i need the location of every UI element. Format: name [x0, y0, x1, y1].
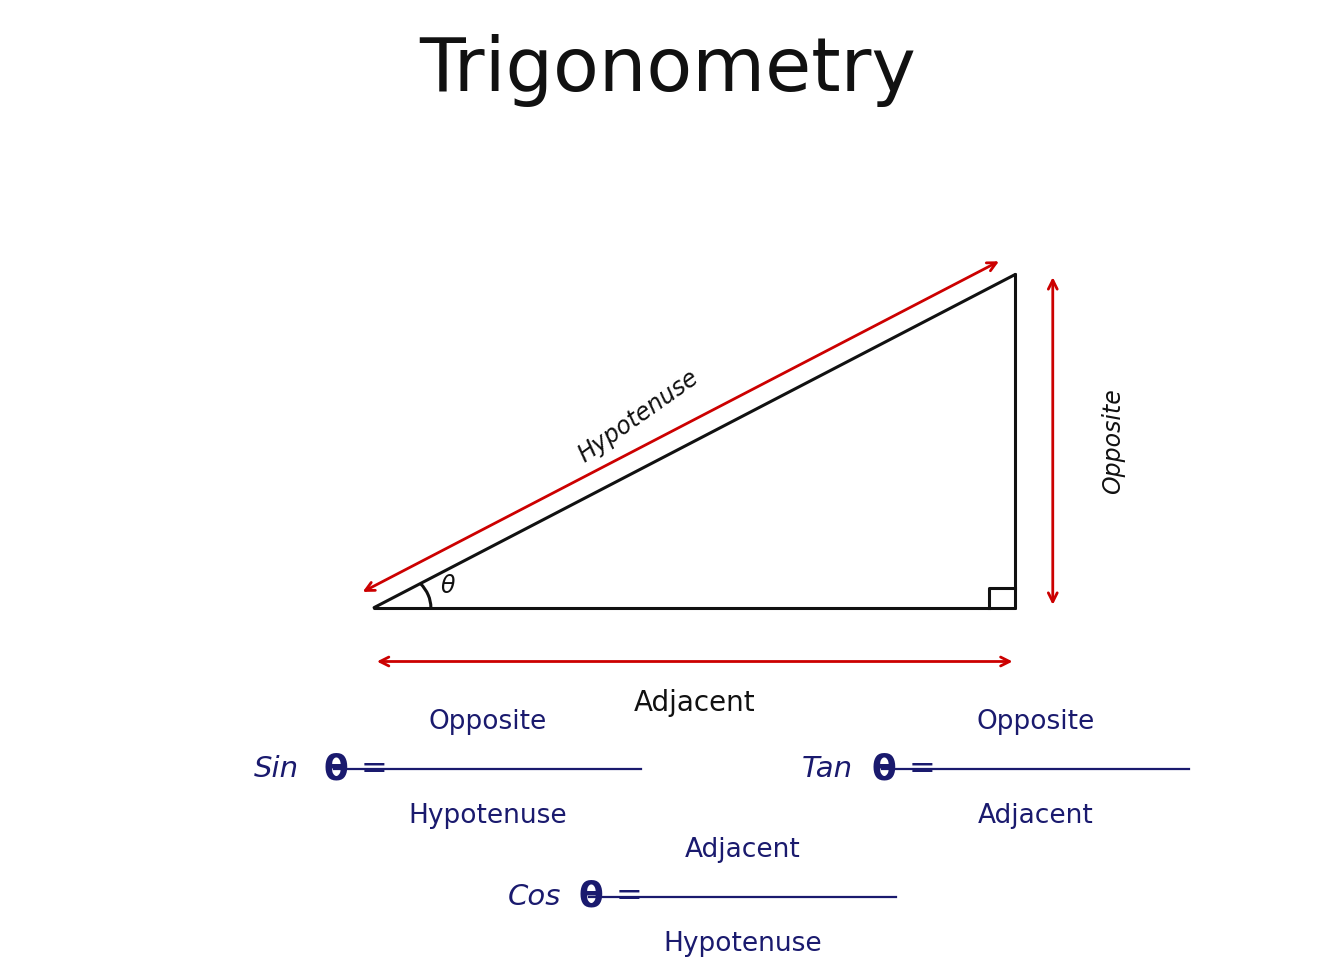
Text: Hypotenuse: Hypotenuse	[573, 366, 703, 467]
Text: Sin: Sin	[254, 756, 299, 783]
Text: Hypotenuse: Hypotenuse	[409, 804, 566, 829]
Text: Opposite: Opposite	[1101, 388, 1125, 494]
Text: θ: θ	[871, 753, 896, 786]
Text: Hypotenuse: Hypotenuse	[664, 931, 822, 956]
Text: =: =	[616, 881, 643, 912]
Text: Adjacent: Adjacent	[685, 837, 800, 862]
Text: Cos: Cos	[508, 883, 561, 910]
Text: =: =	[361, 754, 387, 785]
Text: =: =	[908, 754, 935, 785]
Text: Trigonometry: Trigonometry	[420, 34, 916, 107]
Text: Adjacent: Adjacent	[978, 804, 1093, 829]
Text: Opposite: Opposite	[429, 710, 546, 735]
Text: θ: θ	[578, 880, 604, 913]
Text: θ: θ	[441, 574, 454, 598]
Text: Opposite: Opposite	[977, 710, 1094, 735]
Text: θ: θ	[323, 753, 349, 786]
Text: Tan: Tan	[802, 756, 852, 783]
Text: Adjacent: Adjacent	[633, 689, 756, 716]
